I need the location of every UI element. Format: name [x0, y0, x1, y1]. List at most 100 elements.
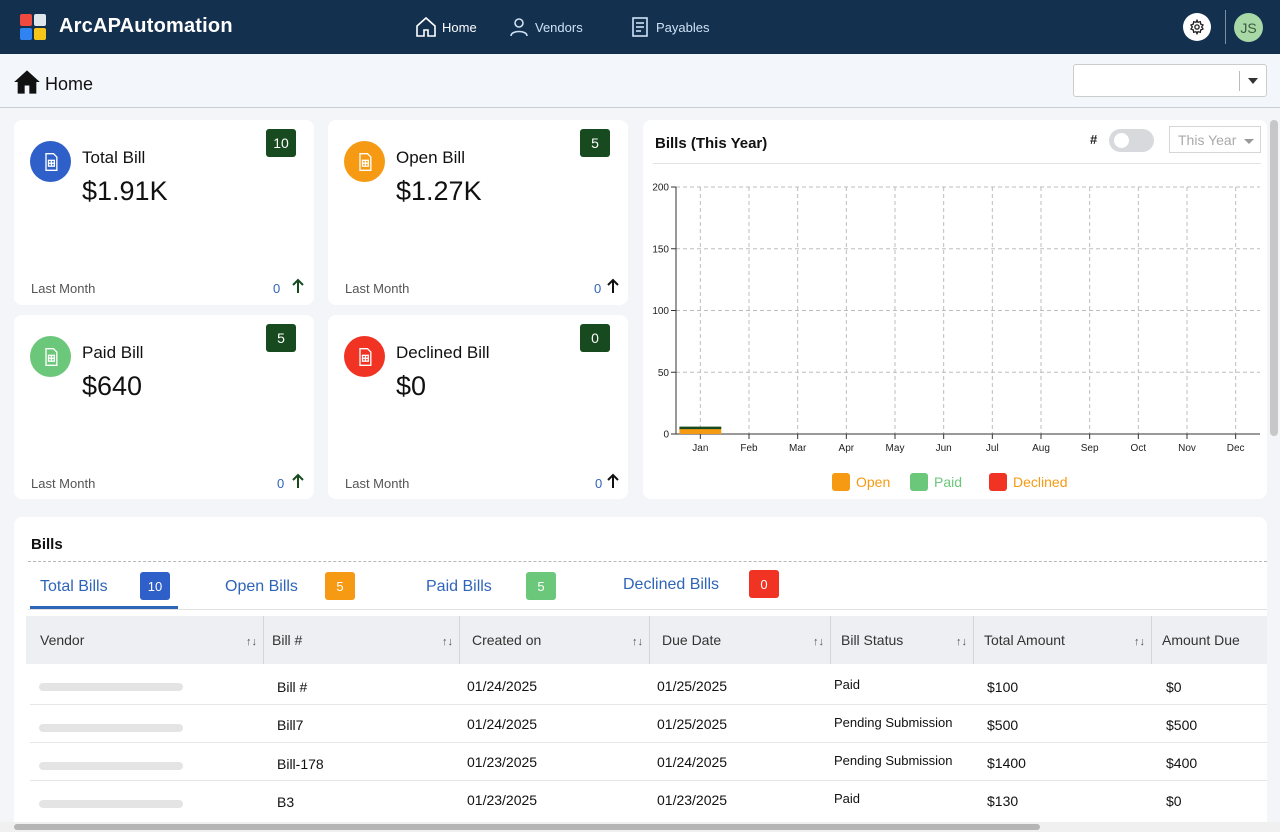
x-tick-label: Jan — [692, 443, 708, 454]
vendor-placeholder — [39, 762, 183, 770]
tab-count-badge: 0 — [749, 570, 779, 598]
cell-bill-status: Paid — [834, 677, 861, 692]
vendor-placeholder — [39, 724, 183, 732]
cell-total-amount: $100 — [987, 679, 1019, 695]
table-row[interactable]: B3 01/23/2025 01/23/2025 Paid $130 $0 — [30, 781, 1267, 819]
y-tick-label: 50 — [658, 368, 670, 379]
cell-total-amount: $500 — [987, 717, 1019, 733]
legend-paid[interactable]: Paid — [910, 473, 962, 491]
bill-icon — [30, 141, 71, 182]
sort-icon: ↑↓ — [956, 636, 967, 648]
x-tick-label: Mar — [789, 443, 807, 454]
table-row[interactable]: Bill7 01/24/2025 01/25/2025 Pending Subm… — [30, 705, 1267, 743]
card-declined-bill[interactable]: Declined Bill $0 0 Last Month 0 — [328, 315, 628, 499]
card-title: Paid Bill — [82, 343, 144, 362]
legend-swatch — [910, 473, 928, 491]
card-paid-bill[interactable]: Paid Bill $640 5 Last Month 0 — [14, 315, 314, 499]
bills-chart-panel: Bills (This Year) # This Year 0 50 100 150 2… — [643, 120, 1267, 499]
user-avatar[interactable]: JS — [1234, 13, 1263, 42]
legend-declined[interactable]: Declined — [989, 473, 1067, 491]
card-value: $1.27K — [396, 176, 482, 206]
cell-due-date: 01/25/2025 — [657, 716, 728, 732]
card-total-bill[interactable]: Total Bill $1.91K 10 Last Month 0 — [14, 120, 314, 305]
period-select-value: This Year — [1178, 132, 1237, 148]
page-title: Home — [45, 74, 94, 94]
sort-icon: ↑↓ — [246, 636, 257, 648]
y-tick-label: 0 — [663, 430, 669, 441]
home-filled-icon — [14, 70, 40, 94]
column-header-due-date[interactable]: Due Date ↑↓ — [650, 616, 831, 664]
sort-icon: ↑↓ — [1134, 636, 1145, 648]
arrow-up-icon — [292, 473, 304, 488]
arrow-up-icon — [607, 473, 619, 488]
tab-open-bills[interactable]: Open Bills 5 — [225, 572, 355, 602]
tab-label: Paid Bills — [426, 578, 492, 595]
tab-total-bills[interactable]: Total Bills 10 — [40, 572, 170, 602]
nav-vendors-label: Vendors — [535, 19, 583, 35]
legend-open[interactable]: Open — [832, 473, 890, 491]
bills-title: Bills — [31, 536, 63, 553]
tab-label: Declined Bills — [623, 576, 720, 593]
navbar-divider — [1225, 10, 1226, 44]
app-logo-icon — [20, 14, 47, 41]
cell-bill-number: B3 — [277, 794, 295, 810]
legend-label: Paid — [934, 474, 963, 490]
column-header-created-on[interactable]: Created on ↑↓ — [460, 616, 650, 664]
cell-created-on: 01/24/2025 — [467, 716, 538, 732]
column-header-amount-due[interactable]: Amount Due — [1162, 632, 1240, 648]
card-value: $0 — [396, 371, 427, 401]
column-header-vendor[interactable]: Vendor ↑↓ — [26, 616, 264, 664]
active-tab-indicator — [30, 606, 178, 609]
nav-vendors[interactable]: Vendors — [507, 13, 583, 41]
sort-icon: ↑↓ — [632, 636, 643, 648]
bills-panel: Bills Total Bills 10 Open Bills 5 Paid B… — [14, 517, 1267, 823]
y-tick-label: 100 — [652, 306, 669, 317]
document-icon — [632, 17, 648, 37]
vertical-scrollbar[interactable] — [1270, 120, 1278, 436]
legend-label: Declined — [1013, 474, 1068, 490]
cell-total-amount: $130 — [987, 793, 1019, 809]
card-value: $1.91K — [82, 176, 168, 206]
user-icon — [510, 18, 528, 37]
tab-paid-bills[interactable]: Paid Bills 5 — [426, 572, 556, 602]
column-header-bill-status[interactable]: Bill Status ↑↓ — [831, 616, 974, 664]
arrow-up-icon — [607, 278, 619, 293]
count-toggle[interactable] — [1109, 129, 1154, 152]
card-footer-label: Last Month — [345, 281, 410, 296]
card-open-bill[interactable]: Open Bill $1.27K 5 Last Month 0 — [328, 120, 628, 305]
cell-amount-due: $500 — [1166, 717, 1198, 733]
cell-total-amount: $1400 — [987, 755, 1026, 771]
column-header-total-amount[interactable]: Total Amount ↑↓ — [974, 616, 1152, 664]
period-select[interactable]: This Year — [1169, 126, 1261, 153]
cell-amount-due: $0 — [1166, 679, 1182, 695]
table-row[interactable]: Bill-178 01/23/2025 01/24/2025 Pending S… — [30, 743, 1267, 781]
x-tick-label: Jul — [986, 443, 999, 454]
card-count-badge: 5 — [266, 324, 296, 352]
card-delta: 0 — [595, 476, 603, 491]
vendor-placeholder — [39, 800, 183, 808]
bar-open-jan — [679, 427, 722, 434]
nav-payables[interactable]: Payables — [628, 13, 709, 41]
nav-home[interactable]: Home — [414, 13, 477, 41]
nav-payables-label: Payables — [656, 19, 710, 35]
table-row[interactable]: Bill # 01/24/2025 01/25/2025 Paid $100 $… — [30, 667, 1267, 705]
home-icon — [416, 16, 436, 37]
cell-amount-due: $400 — [1166, 755, 1198, 771]
settings-button[interactable] — [1183, 13, 1211, 41]
x-tick-label: Sep — [1081, 443, 1099, 454]
column-header-bill-number[interactable]: Bill # ↑↓ — [264, 616, 460, 664]
table-header: Vendor ↑↓ Bill # ↑↓ Created on ↑↓ Due Date ↑… — [26, 616, 1267, 664]
cell-due-date: 01/23/2025 — [657, 792, 728, 808]
card-delta: 0 — [277, 476, 285, 491]
tab-count-badge: 5 — [325, 572, 355, 600]
company-select[interactable] — [1073, 64, 1267, 97]
bill-icon — [344, 141, 385, 182]
tab-label: Open Bills — [225, 578, 298, 595]
horizontal-scrollbar[interactable] — [14, 824, 1040, 830]
top-navbar: ArcAPAutomation Home Vendors Payables JS — [0, 0, 1280, 54]
cell-bill-number: Bill # — [277, 679, 308, 695]
x-tick-label: Apr — [839, 443, 855, 454]
chevron-down-icon — [1248, 78, 1258, 84]
tab-declined-bills[interactable]: Declined Bills 0 — [623, 570, 779, 600]
vendor-placeholder — [39, 683, 183, 691]
